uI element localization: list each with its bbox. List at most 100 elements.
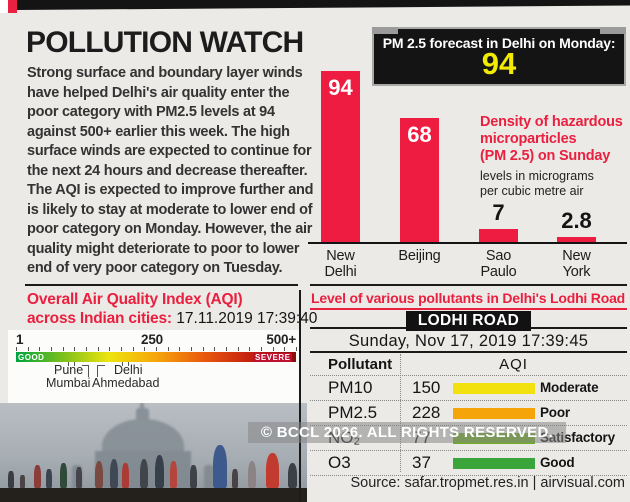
- scale-tick: [202, 347, 204, 351]
- masthead-corner: [0, 0, 8, 13]
- chart-unit-note: levels in micrograms per cubic metre air: [480, 169, 594, 198]
- box-corner-accent-left: [372, 27, 398, 34]
- photo-rashtrapati-bhavan: [0, 403, 307, 502]
- city-bracket: [97, 365, 105, 366]
- box-corner-accent-right: [600, 27, 626, 34]
- scale-tick: [132, 347, 134, 351]
- chart-bar: [400, 118, 439, 242]
- scale-tick: [191, 347, 192, 351]
- scale-tick: [272, 347, 274, 351]
- bar-value-label: 94: [328, 75, 353, 100]
- pollutant-table: Pollutant AQI PM10 150 Moderate PM2.5 228 Poo…: [310, 354, 627, 476]
- city-label-delhi: Delhi: [114, 363, 143, 377]
- scale-tick: [74, 347, 76, 351]
- scale-tick: [249, 347, 251, 351]
- aqi-color-chip: [453, 383, 535, 394]
- source-credit: Source: safar.tropmet.res.in | airvisual…: [350, 475, 625, 491]
- scale-tick: [226, 347, 227, 351]
- bar-category-label: Beijing: [398, 248, 441, 264]
- scale-max-label: 500+: [266, 332, 296, 347]
- forecast-label: PM 2.5 forecast in Delhi on Monday:: [382, 35, 616, 51]
- aqi-gradient-bar: [16, 352, 296, 362]
- pollutant-section-heading: Level of various pollutants in Delhi's L…: [311, 290, 626, 306]
- city-tick: [74, 362, 75, 366]
- person-silhouette: [155, 455, 164, 489]
- aqi-scale-card: 1 250 500+ GOOD SEVERE Pune Delhi Mumbai…: [8, 330, 299, 403]
- scale-tick: [261, 347, 262, 351]
- scale-tick: [16, 347, 17, 351]
- person-silhouette: [248, 461, 256, 489]
- city-bracket: [82, 365, 89, 366]
- scale-tick: [51, 347, 52, 351]
- scale-tick: [62, 347, 64, 351]
- scale-tick: [121, 347, 122, 351]
- pollutant-row: PM10 150 Moderate: [310, 376, 627, 401]
- aqi-status-label: Poor: [540, 405, 570, 420]
- person-silhouette: [60, 463, 67, 489]
- city-label-pune: Pune: [54, 363, 84, 377]
- aqi-color-chip: [453, 458, 535, 469]
- chart-bar: [557, 237, 596, 242]
- bar-category-label: New York: [562, 248, 591, 280]
- pollutant-aqi-value: 150: [412, 378, 441, 397]
- person-silhouette: [232, 469, 238, 489]
- scale-tick: [86, 347, 87, 351]
- scale-tick: [237, 347, 239, 351]
- pollutant-name: PM2.5: [328, 403, 378, 422]
- person-silhouette: [46, 469, 52, 489]
- watermark: © BCCL 2026. ALL RIGHTS RESERVED.: [248, 422, 566, 443]
- table-header-row: Pollutant AQI: [310, 354, 627, 376]
- pollutant-row: O3 37 Good: [310, 451, 627, 476]
- bar-value-label: 7: [492, 200, 505, 225]
- forecast-value: 94: [481, 46, 517, 81]
- person-silhouette: [266, 453, 279, 489]
- person-silhouette: [190, 465, 197, 489]
- scale-mid-label: 250: [141, 332, 163, 347]
- pollutant-aqi-value: 37: [412, 453, 431, 472]
- forecast-box: PM 2.5 forecast in Delhi on Monday: 94: [372, 27, 626, 86]
- chart-annotation-title: Density of hazardous microparticles (PM …: [480, 114, 623, 164]
- bar-value-label: 68: [407, 122, 432, 147]
- person-silhouette: [8, 471, 14, 489]
- table-column-divider: [400, 354, 401, 472]
- person-silhouette: [170, 461, 177, 489]
- scale-tick: [296, 347, 297, 351]
- aqi-title-line2: across Indian cities:: [27, 310, 172, 327]
- col-header-aqi: AQI: [499, 356, 528, 373]
- scale-tick: [109, 347, 111, 351]
- scale-tick: [214, 347, 216, 351]
- pollutant-name: PM10: [328, 378, 373, 397]
- person-silhouette: [20, 475, 25, 489]
- city-tick: [68, 362, 69, 366]
- city-tick: [128, 362, 129, 366]
- severe-label: SEVERE: [253, 353, 293, 362]
- city-bracket: [88, 365, 89, 377]
- aqi-title-line1: Overall Air Quality Index (AQI): [27, 291, 243, 308]
- scale-tick: [156, 347, 157, 351]
- table-top-rule: [310, 351, 627, 353]
- person-silhouette: [213, 445, 227, 489]
- pollutant-aqi-value: 228: [412, 403, 441, 422]
- scale-tick: [97, 347, 99, 351]
- page-title: POLLUTION WATCH: [26, 26, 304, 59]
- scale-tick: [167, 347, 169, 351]
- station-badge-wrap: LODHI ROAD: [310, 311, 627, 331]
- good-label: GOOD: [18, 353, 45, 362]
- city-bracket: [97, 365, 98, 377]
- section-rule-right: [310, 284, 627, 286]
- masthead-black-bar: [17, 0, 630, 10]
- aqi-status-label: Moderate: [540, 380, 599, 395]
- photo-ledge: [0, 488, 307, 502]
- bar-category-label: Sao Paulo: [480, 248, 517, 280]
- person-silhouette: [288, 463, 297, 489]
- col-header-pollutant: Pollutant: [328, 356, 393, 373]
- scale-min-label: 1: [16, 332, 24, 347]
- person-silhouette: [34, 465, 41, 489]
- bar-category-label: New Delhi: [324, 248, 357, 280]
- bar-value-label: 2.8: [561, 208, 592, 233]
- scale-tick: [144, 347, 146, 351]
- dome-finial: [140, 403, 144, 409]
- city-tick: [122, 362, 123, 366]
- intro-paragraph: Strong surface and boundary layer winds …: [27, 65, 314, 276]
